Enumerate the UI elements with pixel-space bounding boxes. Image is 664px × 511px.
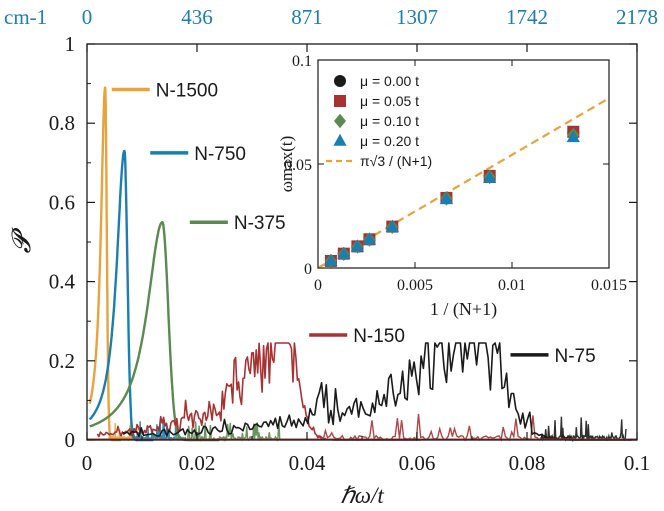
legend-fit-label: π√3 / (N+1)	[360, 153, 432, 169]
top-axis-tick-label: 1742	[506, 5, 548, 29]
data-point-triangle	[439, 192, 454, 205]
legend-label: μ = 0.00 t	[360, 73, 419, 89]
data-point-triangle	[566, 130, 580, 143]
legend-marker-diamond	[334, 113, 346, 129]
top-axis-tick-label: 2178	[616, 5, 658, 29]
data-point-triangle	[324, 253, 338, 266]
series-label-n-750: N-750	[194, 144, 246, 165]
x-tick-label: 0	[82, 451, 93, 475]
y-tick-label: 0.6	[49, 190, 75, 214]
inset-y-tick-label: 0	[304, 261, 312, 278]
inset-x-axis-label: 1 / (N+1)	[430, 299, 497, 320]
inset-x-tick-label: 0	[314, 277, 322, 294]
top-axis-unit-label: cm-1	[4, 5, 47, 29]
y-tick-label: 0.4	[49, 270, 76, 294]
inset-y-tick-label: 0.05	[284, 157, 312, 174]
series-label-n-375: N-375	[234, 213, 286, 234]
x-tick-label: 0.08	[509, 451, 546, 475]
legend-marker-circle	[334, 75, 346, 87]
top-axis-tick-label: 1307	[396, 5, 438, 29]
x-tick-label: 0.1	[624, 451, 650, 475]
inset-x-tick-label: 0.005	[397, 277, 433, 294]
data-point-triangle	[483, 170, 497, 183]
inset-x-tick-label: 0.015	[591, 277, 627, 294]
data-point-triangle	[337, 246, 351, 259]
series-label-n-1500: N-1500	[156, 81, 218, 102]
x-tick-label: 0.06	[399, 451, 436, 475]
inset-plot: 0 0.005 0.01 0.015 0 0.05 0.1 1 / (N+1) ωmax(t) μ…	[277, 53, 627, 320]
top-axis-tick-label: 871	[291, 5, 323, 29]
series-tail-n-150	[316, 413, 572, 442]
x-tick-label: 0.04	[289, 451, 326, 475]
top-axis-tick-label: 0	[82, 5, 93, 29]
y-tick-label: 0	[65, 428, 76, 452]
data-point-triangle	[385, 220, 399, 233]
inset-y-axis-label: ωmax(t)	[277, 136, 296, 193]
top-axis-tick-label: 436	[181, 5, 213, 29]
legend-marker-square	[334, 95, 346, 107]
y-tick-label: 1	[65, 32, 76, 56]
series-label-n-150: N-150	[353, 326, 405, 347]
y-tick-label: 0.8	[49, 111, 75, 135]
inset-x-tick-label: 0.01	[498, 277, 526, 294]
y-axis-label: 𝓟	[7, 227, 37, 253]
inset-y-tick-label: 0.1	[292, 53, 312, 70]
legend-label: μ = 0.10 t	[360, 113, 419, 129]
legend-marker-triangle	[333, 133, 347, 146]
data-point-triangle	[350, 239, 364, 252]
series-label-n-75: N-75	[555, 346, 596, 367]
data-point-triangle	[362, 232, 377, 245]
x-axis-label: ℏω/t	[340, 483, 384, 508]
legend-label: μ = 0.20 t	[360, 133, 419, 149]
x-tick-label: 0.02	[179, 451, 216, 475]
y-tick-label: 0.2	[49, 349, 75, 373]
legend-label: μ = 0.05 t	[360, 93, 419, 109]
